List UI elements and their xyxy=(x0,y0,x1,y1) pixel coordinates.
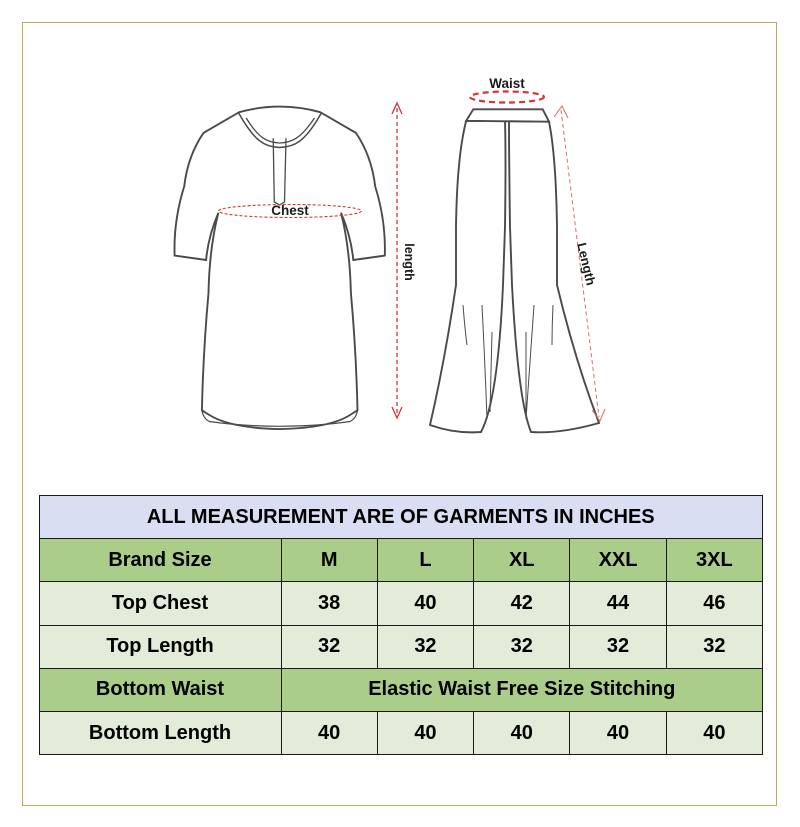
svg-text:Length: Length xyxy=(574,241,598,287)
svg-text:length: length xyxy=(402,243,416,281)
svg-text:Chest: Chest xyxy=(271,203,309,218)
svg-text:Waist: Waist xyxy=(489,76,525,91)
